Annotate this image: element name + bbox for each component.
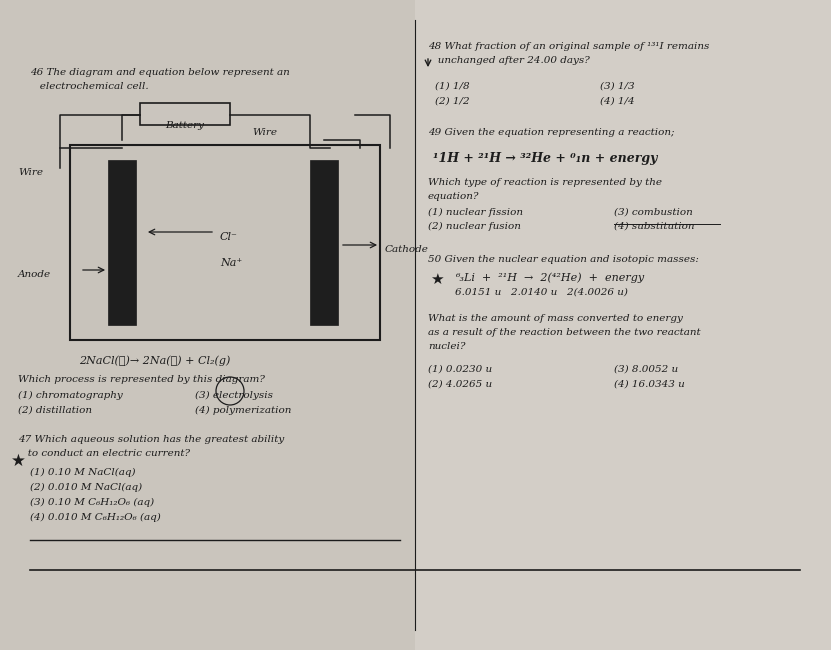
Text: as a result of the reaction between the two reactant: as a result of the reaction between the … bbox=[428, 328, 701, 337]
Text: (2) 4.0265 u: (2) 4.0265 u bbox=[428, 380, 492, 389]
Text: 2NaCl(ℓ)→ 2Na(ℓ) + Cl₂(g): 2NaCl(ℓ)→ 2Na(ℓ) + Cl₂(g) bbox=[79, 355, 231, 365]
Text: 46 The diagram and equation below represent an: 46 The diagram and equation below repres… bbox=[30, 68, 290, 77]
Text: 47 Which aqueous solution has the greatest ability: 47 Which aqueous solution has the greate… bbox=[18, 435, 284, 444]
Text: (4) 0.010 M C₆H₁₂O₆ (aq): (4) 0.010 M C₆H₁₂O₆ (aq) bbox=[30, 513, 160, 522]
Text: (3) 1/3: (3) 1/3 bbox=[600, 82, 635, 91]
Text: Cathode: Cathode bbox=[385, 245, 429, 254]
Bar bbox=[70, 145, 380, 340]
Text: (1) nuclear fission: (1) nuclear fission bbox=[428, 208, 523, 217]
Text: (4) substitution: (4) substitution bbox=[614, 222, 695, 231]
Text: Which process is represented by this diagram?: Which process is represented by this dia… bbox=[18, 375, 265, 384]
Text: (3) 0.10 M C₆H₁₂O₆ (aq): (3) 0.10 M C₆H₁₂O₆ (aq) bbox=[30, 498, 154, 507]
Text: ★: ★ bbox=[11, 452, 26, 470]
Text: (1) chromatography: (1) chromatography bbox=[18, 391, 123, 400]
Text: ⁶₃Li  +  ²¹H  →  2(⁴²He)  +  energy: ⁶₃Li + ²¹H → 2(⁴²He) + energy bbox=[455, 272, 644, 283]
Text: (3) electrolysis: (3) electrolysis bbox=[195, 391, 273, 400]
Text: Wire: Wire bbox=[18, 168, 43, 177]
Text: Anode: Anode bbox=[18, 270, 52, 279]
Text: 49 Given the equation representing a reaction;: 49 Given the equation representing a rea… bbox=[428, 128, 675, 137]
Bar bbox=[140, 103, 230, 125]
Text: Na⁺: Na⁺ bbox=[220, 258, 243, 268]
Text: (4) 16.0343 u: (4) 16.0343 u bbox=[614, 380, 685, 389]
Text: to conduct an electric current?: to conduct an electric current? bbox=[18, 449, 190, 458]
Text: equation?: equation? bbox=[428, 192, 479, 201]
Bar bbox=[108, 160, 136, 325]
Text: (1) 0.10 M NaCl(aq): (1) 0.10 M NaCl(aq) bbox=[30, 468, 135, 477]
Text: 48 What fraction of an original sample of ¹³¹I remains: 48 What fraction of an original sample o… bbox=[428, 42, 710, 51]
Text: (2) nuclear fusion: (2) nuclear fusion bbox=[428, 222, 521, 231]
Text: (2) 0.010 M NaCl(aq): (2) 0.010 M NaCl(aq) bbox=[30, 483, 142, 492]
Text: 6.0151 u   2.0140 u   2(4.0026 u): 6.0151 u 2.0140 u 2(4.0026 u) bbox=[455, 288, 628, 297]
Text: (1) 0.0230 u: (1) 0.0230 u bbox=[428, 365, 492, 374]
Text: nuclei?: nuclei? bbox=[428, 342, 465, 351]
Text: (1) 1/8: (1) 1/8 bbox=[435, 82, 470, 91]
Text: ¹1H + ²¹H → ³²He + ⁰₁n + energy: ¹1H + ²¹H → ³²He + ⁰₁n + energy bbox=[433, 152, 657, 165]
Text: What is the amount of mass converted to energy: What is the amount of mass converted to … bbox=[428, 314, 683, 323]
Text: unchanged after 24.00 days?: unchanged after 24.00 days? bbox=[428, 56, 590, 65]
Text: (3) combustion: (3) combustion bbox=[614, 208, 693, 217]
Text: Cl⁻: Cl⁻ bbox=[220, 232, 238, 242]
Text: (4) polymerization: (4) polymerization bbox=[195, 406, 292, 415]
Text: Which type of reaction is represented by the: Which type of reaction is represented by… bbox=[428, 178, 662, 187]
Bar bbox=[310, 160, 338, 325]
Text: ★: ★ bbox=[430, 272, 444, 287]
Text: (3) 8.0052 u: (3) 8.0052 u bbox=[614, 365, 678, 374]
Bar bbox=[415, 0, 831, 650]
Text: (4) 1/4: (4) 1/4 bbox=[600, 97, 635, 106]
Text: (2) distillation: (2) distillation bbox=[18, 406, 92, 415]
Text: 50 Given the nuclear equation and isotopic masses:: 50 Given the nuclear equation and isotop… bbox=[428, 255, 699, 264]
Bar bbox=[0, 0, 415, 650]
Text: electrochemical cell.: electrochemical cell. bbox=[30, 82, 149, 91]
Text: Battery: Battery bbox=[165, 120, 204, 129]
Text: Wire: Wire bbox=[252, 128, 277, 137]
Text: (2) 1/2: (2) 1/2 bbox=[435, 97, 470, 106]
